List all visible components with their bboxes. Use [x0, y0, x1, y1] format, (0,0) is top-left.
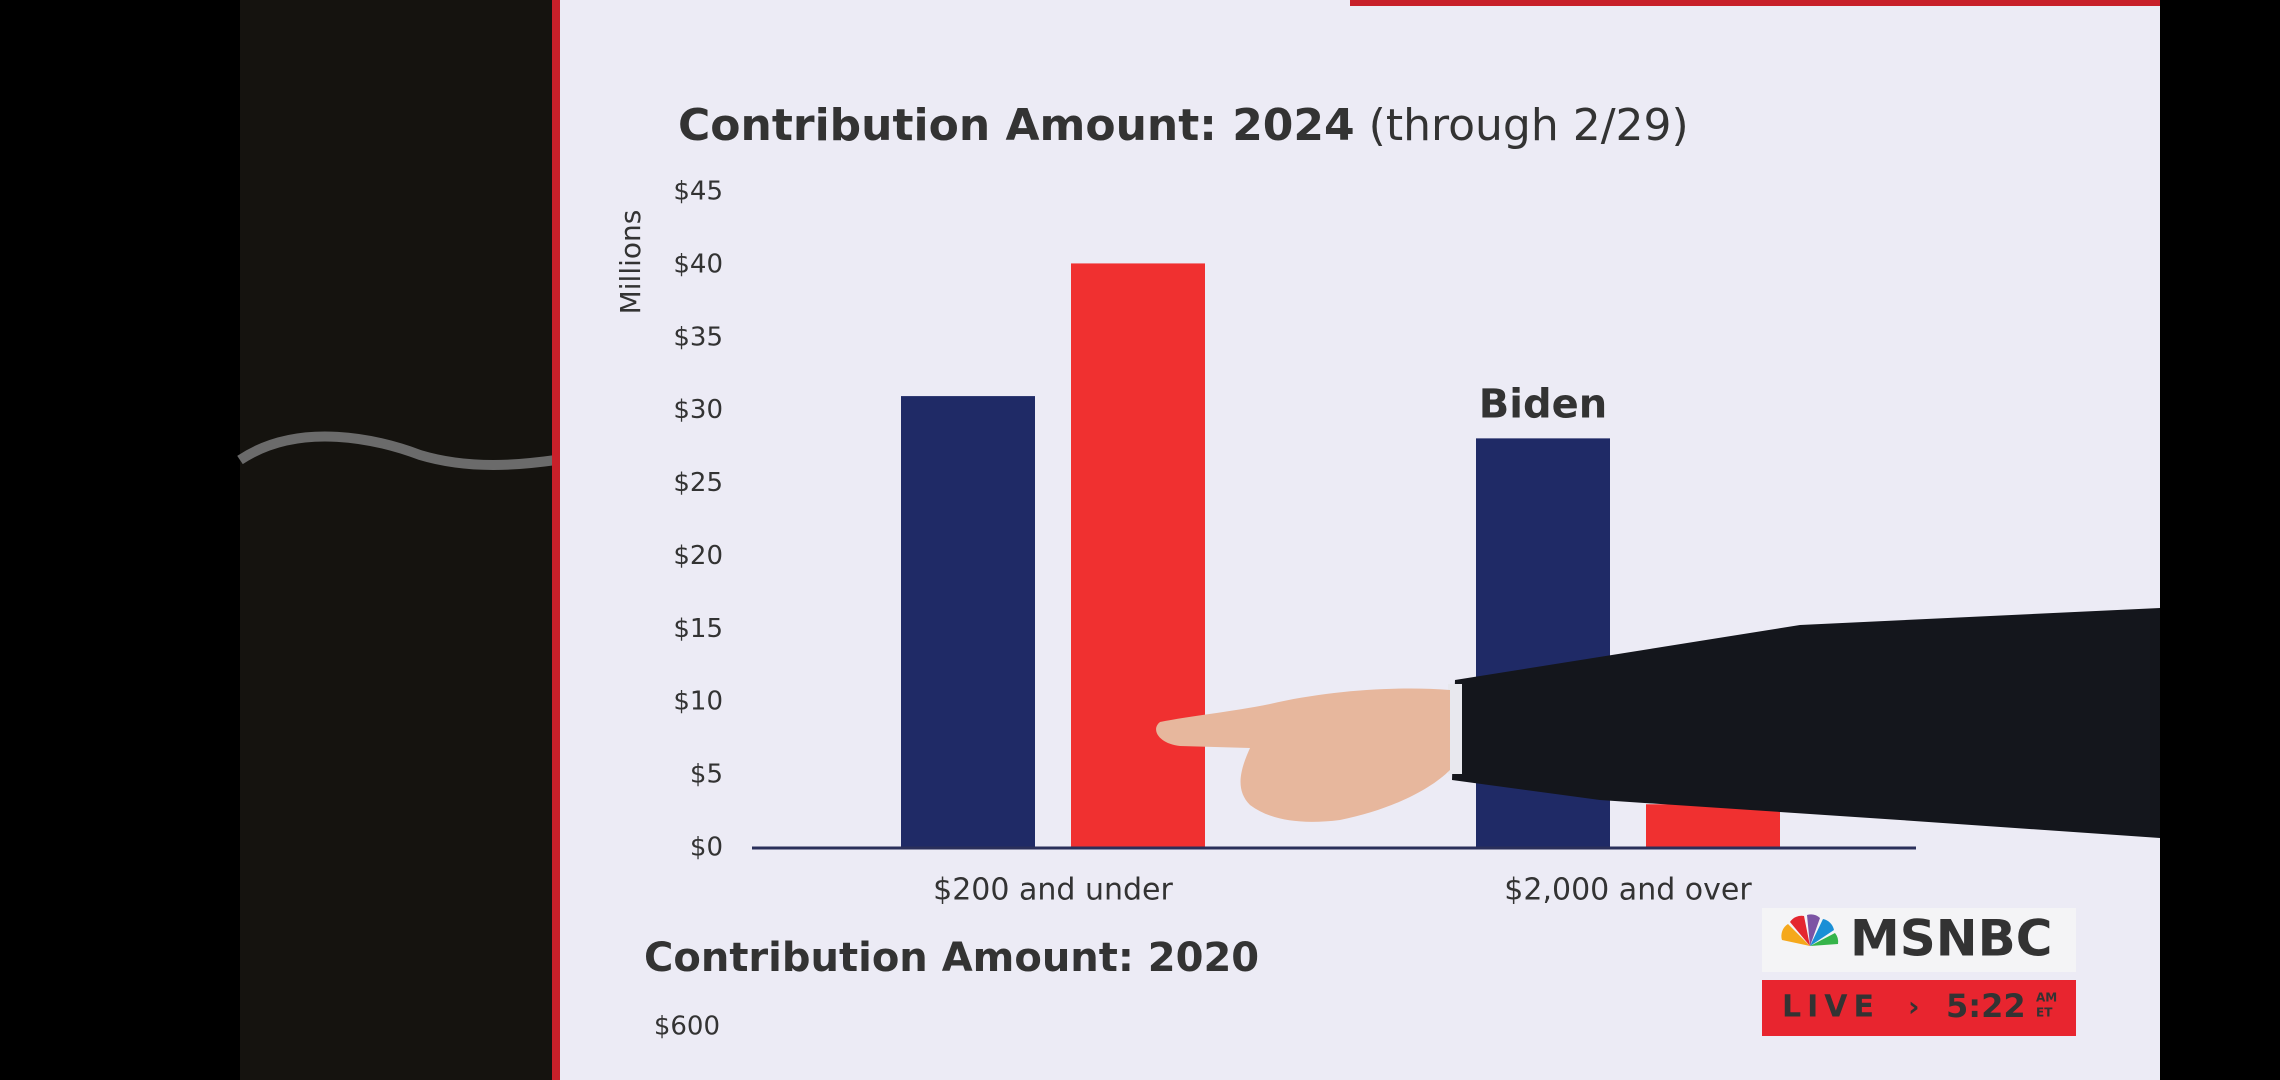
y-tick-label: $15	[673, 614, 723, 644]
sleeve	[1452, 608, 2160, 838]
second-chart-tick: $600	[654, 1012, 720, 1042]
network-name: MSNBC	[1850, 910, 2052, 968]
x-tick-label: $2,000 and over	[1504, 873, 1752, 908]
y-tick-label: $10	[673, 687, 723, 717]
title-main: Contribution Amount: 2024	[678, 100, 1355, 151]
chevron: ›	[1908, 990, 1920, 1023]
screen-top-border	[1350, 0, 2160, 6]
y-tick-label: $25	[673, 468, 723, 498]
time-zone-top: AM	[2036, 991, 2057, 1005]
time: 5:22	[1946, 987, 2026, 1025]
bar	[901, 396, 1035, 848]
y-tick-label: $40	[673, 249, 723, 279]
x-tick-label: $200 and under	[933, 873, 1173, 908]
time-zone-bottom: ET	[2036, 1006, 2053, 1020]
screen	[560, 0, 2160, 1080]
second-chart-title: Contribution Amount: 2020	[644, 935, 1259, 981]
y-tick-label: $5	[690, 760, 723, 790]
network-bug: MSNBC LIVE › 5:22 AM ET	[1762, 908, 2076, 1036]
title-sub: (through 2/29)	[1369, 100, 1689, 151]
live-label: LIVE	[1782, 990, 1880, 1025]
live-bar	[1762, 980, 2076, 1036]
y-axis-label: Millions	[614, 210, 647, 315]
cuff	[1448, 684, 1462, 774]
hand	[1156, 688, 1450, 822]
presenter-arm	[1156, 608, 2160, 838]
y-tick-label: $35	[673, 322, 723, 352]
chart: Contribution Amount: 2024 (through 2/29) …	[614, 100, 1916, 908]
studio-wall	[240, 0, 558, 1080]
y-tick-label: $0	[690, 833, 723, 863]
peacock-logo	[1781, 914, 1839, 946]
y-tick-label: $45	[673, 177, 723, 207]
studio-light	[237, 431, 557, 470]
bar	[1071, 263, 1205, 848]
y-tick-label: $30	[673, 395, 723, 425]
legend-label: Biden	[1479, 381, 1607, 427]
y-tick-label: $20	[673, 541, 723, 571]
chart-title: Contribution Amount: 2024 (through 2/29)	[678, 100, 1689, 151]
bar	[1646, 804, 1780, 848]
screen-border	[552, 0, 560, 1080]
